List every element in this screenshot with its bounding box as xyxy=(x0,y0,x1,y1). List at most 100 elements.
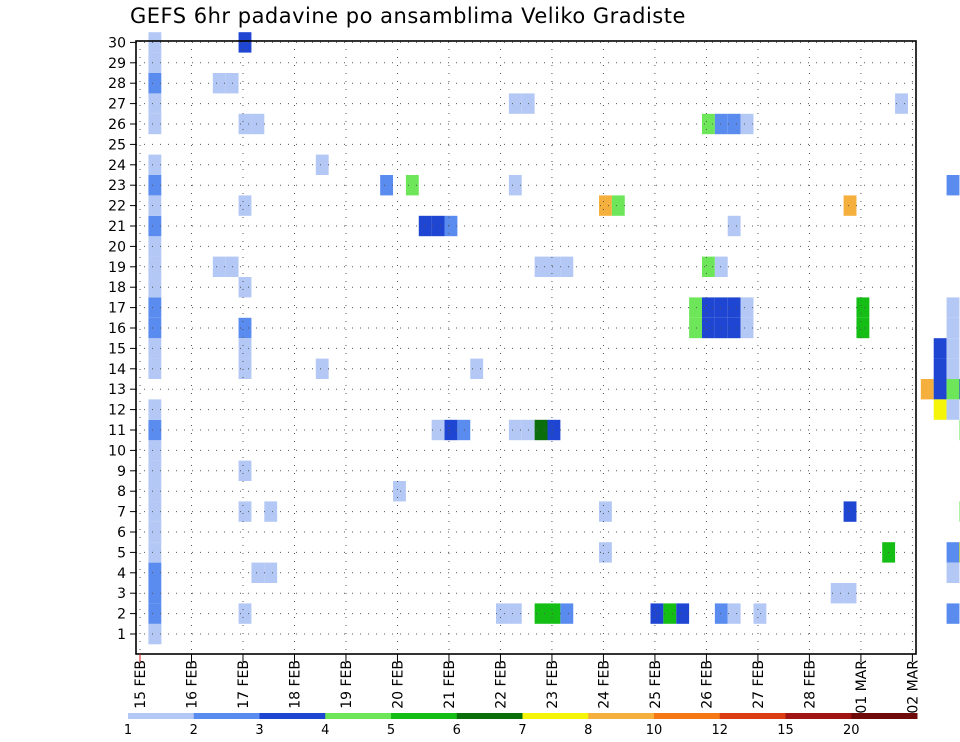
heatmap-cell xyxy=(740,297,754,318)
y-tick-label: 26 xyxy=(108,117,126,133)
y-tick-label: 1 xyxy=(117,627,126,643)
legend-label: 4 xyxy=(321,723,329,738)
heatmap-cell xyxy=(534,419,548,441)
heatmap-cell xyxy=(148,113,162,135)
y-tick-label: 11 xyxy=(108,423,126,439)
legend-swatch xyxy=(193,713,260,719)
heatmap-cell xyxy=(148,358,162,379)
heatmap-cell xyxy=(148,256,162,277)
x-tick-label: 23 FEB xyxy=(545,660,561,709)
heatmap-cell xyxy=(547,419,561,441)
x-tick-label: 24 FEB xyxy=(596,660,612,709)
heatmap-cell xyxy=(534,603,548,624)
heatmap-cell xyxy=(148,154,162,175)
heatmap-cell xyxy=(946,379,960,400)
heatmap-cell xyxy=(148,175,162,196)
legend-swatch xyxy=(259,713,326,719)
y-tick-label: 3 xyxy=(117,586,126,602)
legend-label: 15 xyxy=(777,723,794,738)
heatmap-cell xyxy=(148,440,162,461)
heatmap-cell xyxy=(843,501,857,522)
y-tick-label: 27 xyxy=(108,97,126,113)
y-tick-label: 8 xyxy=(117,484,126,500)
legend-label: 5 xyxy=(387,723,395,738)
heatmap-cell xyxy=(933,358,947,379)
legend-label: 6 xyxy=(453,723,461,738)
heatmap-cell xyxy=(238,358,252,379)
heatmap-cell xyxy=(315,358,329,379)
y-tick-label: 5 xyxy=(117,545,126,561)
heatmap-cell xyxy=(251,113,265,135)
heatmap-cell xyxy=(895,93,908,114)
heatmap-cell xyxy=(714,603,728,624)
heatmap-cell xyxy=(508,175,522,196)
heatmap-cell xyxy=(264,562,278,583)
heatmap-cell xyxy=(148,521,162,543)
heatmap-cell xyxy=(946,175,960,196)
heatmap-cell xyxy=(689,297,702,318)
heatmap-cell xyxy=(663,603,677,624)
legend-layer: 1 2 3 4 5 6 7 8 10 12 15 20 xyxy=(124,713,918,738)
y-tick-label: 16 xyxy=(108,321,126,337)
y-tick-label: 21 xyxy=(108,219,126,235)
heatmap-cell xyxy=(560,603,574,624)
heatmap-cell xyxy=(238,603,252,624)
x-tick-label: 19 FEB xyxy=(339,660,355,709)
heatmap-cell xyxy=(714,317,728,339)
legend-label: 2 xyxy=(190,723,198,738)
heatmap-cell xyxy=(148,562,162,583)
heatmap-cell xyxy=(508,603,522,624)
y-tick-label: 2 xyxy=(117,607,126,623)
heatmap-cell xyxy=(946,297,960,318)
heatmap-cell xyxy=(148,277,162,298)
heatmap-cell xyxy=(830,583,844,604)
heatmap-cell xyxy=(689,317,702,339)
heatmap-cell xyxy=(676,603,690,624)
heatmap-cell xyxy=(315,154,329,175)
heatmap-cell xyxy=(148,623,162,645)
heatmap-cell xyxy=(148,603,162,624)
heatmap-cell xyxy=(457,419,471,441)
heatmap-cell xyxy=(148,399,162,420)
heatmap-cell xyxy=(148,542,162,563)
heatmap-cell xyxy=(431,215,445,237)
plot-frame xyxy=(135,40,917,655)
heatmap-cell xyxy=(701,317,715,339)
x-tick-label: 20 FEB xyxy=(390,660,406,709)
heatmap-cell xyxy=(946,317,960,339)
x-tick-label: 01 MAR xyxy=(854,660,870,714)
heatmap-cell xyxy=(393,481,406,502)
y-tick-label: 14 xyxy=(108,362,126,378)
y-tick-label: 13 xyxy=(108,382,126,398)
heatmap-cell xyxy=(547,603,561,624)
y-tick-label: 22 xyxy=(108,199,126,215)
heatmap-cell xyxy=(431,419,445,441)
legend-swatch xyxy=(456,713,523,719)
legend-label: 3 xyxy=(255,723,263,738)
heatmap-cell xyxy=(946,399,960,420)
x-tick-label: 18 FEB xyxy=(287,660,303,709)
heatmap-cell xyxy=(740,113,754,135)
cells-layer xyxy=(148,32,960,645)
heatmap-cell xyxy=(727,215,741,237)
heatmap-cell xyxy=(740,317,754,339)
heatmap-cell xyxy=(599,501,612,522)
heatmap-cell xyxy=(470,358,484,379)
legend-swatch xyxy=(522,713,589,719)
x-tick-label: 02 MAR xyxy=(905,660,921,714)
heatmap-cell xyxy=(946,358,960,379)
legend-swatch xyxy=(851,713,918,719)
heatmap-cell xyxy=(148,317,162,339)
heatmap-cell xyxy=(856,317,870,339)
legend-swatch xyxy=(588,713,655,719)
heatmap-cell xyxy=(238,277,252,298)
chart-title: GEFS 6hr padavine po ansamblima Veliko G… xyxy=(130,4,686,28)
x-tick-label: 15 FEB xyxy=(133,660,149,709)
heatmap-cell xyxy=(148,52,162,73)
heatmap-cell xyxy=(238,32,252,53)
heatmap-cell xyxy=(148,93,162,114)
heatmap-cell xyxy=(148,215,162,237)
y-tick-label: 9 xyxy=(117,464,126,480)
y-tick-label: 25 xyxy=(108,137,126,153)
heatmap-cell xyxy=(508,419,522,441)
